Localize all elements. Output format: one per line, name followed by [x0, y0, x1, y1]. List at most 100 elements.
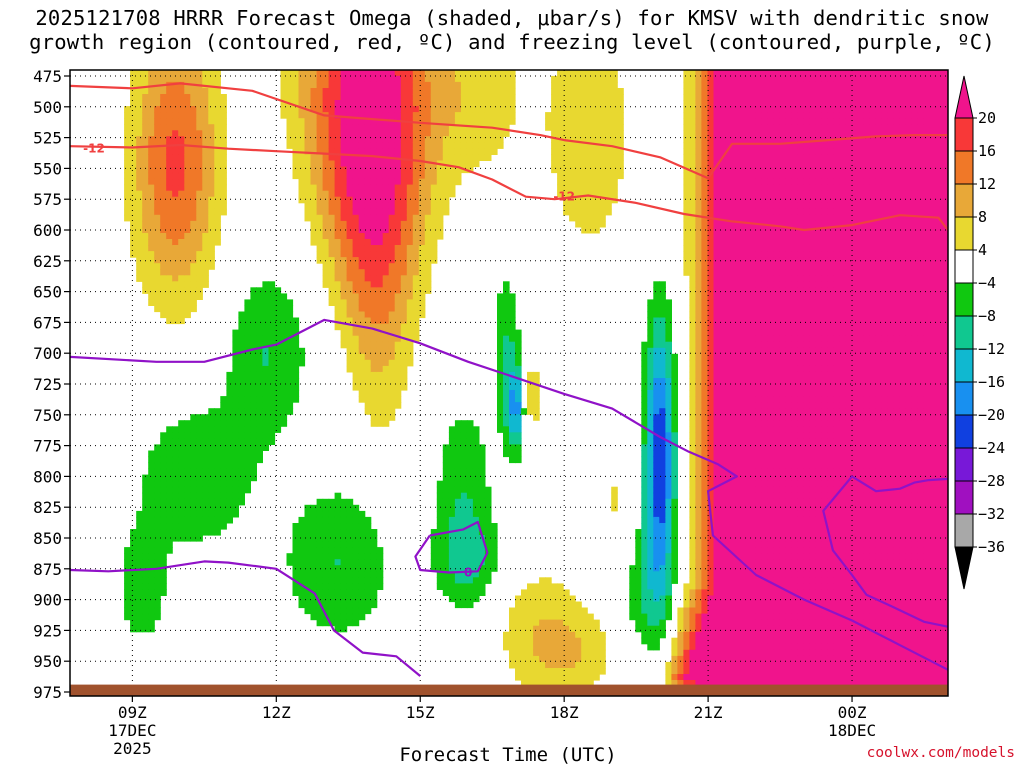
omega-cell — [334, 160, 342, 168]
omega-cell — [545, 668, 552, 675]
omega-cell — [725, 281, 733, 288]
omega-cell — [310, 239, 318, 246]
omega-cell — [226, 384, 233, 391]
omega-cell — [364, 172, 372, 180]
omega-cell — [166, 438, 173, 445]
omega-cell — [424, 257, 432, 264]
omega-cell — [172, 148, 179, 155]
omega-cell — [172, 317, 179, 325]
omega-cell — [725, 492, 733, 500]
omega-cell — [569, 619, 576, 627]
omega-cell — [653, 365, 660, 373]
omega-cell — [142, 480, 149, 488]
omega-cell — [725, 655, 733, 663]
omega-cell — [647, 396, 654, 403]
omega-cell — [454, 81, 462, 89]
omega-cell — [701, 541, 708, 548]
omega-cell — [244, 468, 251, 476]
omega-cell — [695, 136, 702, 143]
omega-cell — [142, 559, 149, 566]
omega-cell — [731, 287, 739, 294]
omega-cell — [683, 655, 690, 663]
omega-cell — [731, 226, 739, 234]
omega-cell — [394, 390, 402, 397]
omega-cell — [731, 347, 739, 355]
omega-cell — [701, 311, 708, 319]
omega-cell — [563, 589, 570, 596]
omega-cell — [382, 202, 390, 210]
omega-cell — [232, 486, 239, 494]
omega-cell — [148, 196, 155, 204]
omega-cell — [394, 396, 402, 403]
omega-cell — [220, 172, 227, 180]
omega-cell — [509, 450, 516, 458]
omega-cell — [280, 75, 288, 83]
omega-cell — [593, 81, 600, 89]
omega-cell — [190, 94, 197, 101]
omega-cell — [208, 426, 215, 433]
omega-cell — [124, 601, 131, 609]
omega-cell — [557, 70, 564, 77]
omega-cell — [689, 371, 696, 379]
omega-cell — [352, 583, 360, 590]
omega-cell — [328, 619, 336, 627]
omega-cell — [316, 106, 324, 113]
omega-cell — [148, 154, 155, 161]
omega-cell — [184, 504, 191, 512]
omega-cell — [334, 625, 342, 633]
omega-cell — [400, 70, 408, 77]
omega-cell — [527, 625, 534, 633]
omega-cell — [641, 456, 648, 464]
omega-cell — [563, 118, 570, 125]
omega-cell — [316, 196, 324, 204]
omega-cell — [641, 619, 648, 627]
omega-cell — [719, 70, 727, 77]
omega-cell — [316, 504, 324, 512]
omega-cell — [713, 130, 721, 137]
omega-cell — [695, 335, 702, 343]
omega-cell — [563, 75, 570, 83]
omega-cell — [701, 378, 708, 385]
omega-cell — [599, 166, 606, 174]
omega-cell — [707, 287, 715, 294]
omega-cell — [406, 202, 414, 210]
omega-cell — [226, 474, 233, 482]
omega-cell — [142, 589, 149, 596]
omega-cell — [695, 432, 702, 439]
omega-cell — [292, 124, 300, 131]
omega-cell — [647, 426, 654, 433]
omega-cell — [298, 190, 306, 198]
omega-cell — [593, 184, 600, 192]
omega-cell — [346, 269, 354, 276]
omega-cell — [701, 498, 708, 506]
omega-cell — [551, 607, 558, 615]
omega-cell — [551, 680, 558, 687]
omega-cell — [575, 160, 582, 168]
omega-cell — [202, 88, 209, 95]
omega-cell — [551, 613, 558, 621]
omega-cell — [322, 214, 330, 222]
omega-cell — [334, 492, 342, 500]
omega-cell — [340, 583, 348, 590]
omega-cell — [497, 106, 504, 113]
omega-cell — [148, 106, 155, 113]
omega-cell — [611, 88, 618, 95]
omega-cell — [166, 220, 173, 228]
omega-cell — [190, 438, 197, 445]
omega-cell — [292, 341, 300, 349]
omega-cell — [701, 106, 708, 113]
omega-cell — [557, 142, 564, 149]
omega-cell — [689, 130, 696, 137]
omega-cell — [719, 643, 727, 651]
omega-cell — [310, 565, 318, 572]
omega-cell — [232, 378, 239, 385]
omega-cell — [653, 396, 660, 403]
omega-cell — [515, 595, 522, 603]
omega-cell — [533, 583, 540, 590]
omega-cell — [539, 601, 546, 609]
omega-cell — [509, 317, 516, 325]
omega-cell — [509, 607, 516, 615]
omega-cell — [683, 220, 690, 228]
omega-cell — [641, 468, 648, 476]
omega-cell — [689, 251, 696, 258]
